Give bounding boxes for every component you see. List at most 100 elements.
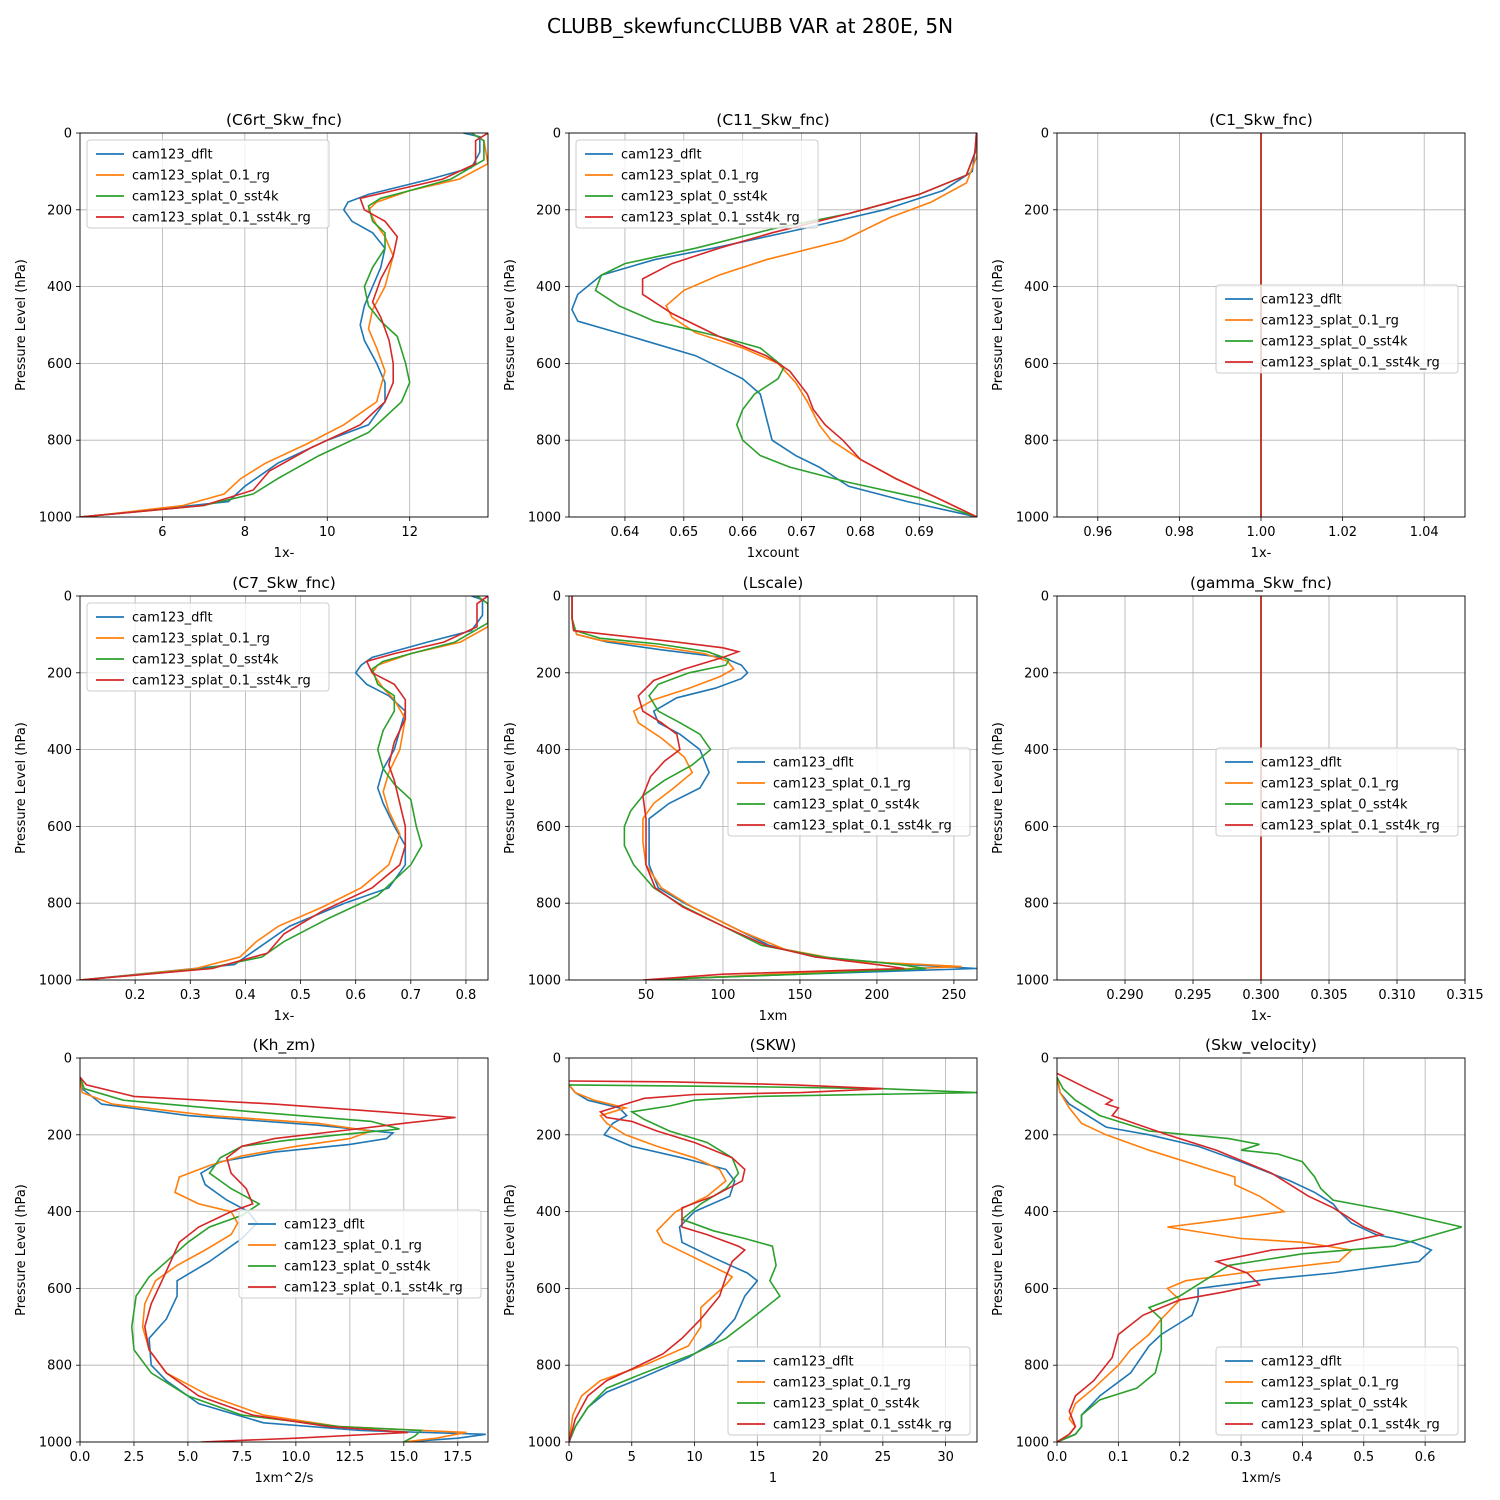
series-line-cam123_splat_0.1_sst4k_rg	[80, 1076, 456, 1442]
x-tick-label: 2.5	[124, 1450, 145, 1465]
x-tick-label: 0.310	[1378, 988, 1415, 1003]
legend-label: cam123_splat_0_sst4k	[284, 1260, 431, 1275]
series-line-cam123_splat_0_sst4k	[1057, 1076, 1463, 1442]
axes-frame	[1056, 1057, 1466, 1443]
y-tick-label: 600	[536, 1282, 561, 1297]
x-tick-label: 0.0	[70, 1450, 91, 1465]
subplot-2: 0.64 0.65 0.66 0.67 0.68 0.69 0 200 400 600 800 100…	[503, 111, 978, 561]
x-tick-label: 0.3	[1231, 1450, 1252, 1465]
y-tick-label: 1000	[39, 511, 72, 526]
y-tick-label: 800	[536, 434, 561, 449]
x-tick-label: 0.7	[400, 988, 421, 1003]
subplot-1: 6 8 10 12 0 200 400 600 800 1000 (C6rt_Skw_fnc) 1x-…	[14, 111, 489, 561]
y-tick-label: 1000	[1016, 974, 1049, 989]
x-tick-label: 0.4	[1292, 1450, 1313, 1465]
x-tick-label: 250	[941, 988, 966, 1003]
x-axis-label: 1x-	[274, 1009, 295, 1024]
y-tick-label: 0	[64, 127, 72, 142]
y-tick-label: 600	[1024, 820, 1049, 835]
x-axis-label: 1xcount	[747, 546, 799, 561]
series-line-cam123_dflt	[571, 133, 977, 517]
legend-label: cam123_dflt	[1261, 293, 1342, 308]
y-tick-label: 1000	[528, 511, 561, 526]
series-line-cam123_splat_0.1_sst4k_rg	[80, 133, 488, 517]
y-tick-label: 400	[536, 280, 561, 295]
legend-label: cam123_splat_0_sst4k	[132, 190, 279, 205]
legend-label: cam123_splat_0.1_sst4k_rg	[1261, 356, 1440, 371]
y-tick-label: 1000	[39, 974, 72, 989]
x-tick-label: 5.0	[178, 1450, 199, 1465]
legend-label: cam123_splat_0.1_sst4k_rg	[132, 211, 311, 226]
legend-label: cam123_dflt	[284, 1218, 365, 1233]
y-tick-label: 400	[47, 280, 72, 295]
legend-label: cam123_splat_0.1_rg	[773, 777, 911, 792]
x-tick-label: 0.66	[728, 525, 757, 540]
legend-label: cam123_splat_0.1_rg	[132, 169, 270, 184]
x-tick-label: 0.6	[1415, 1450, 1436, 1465]
subplot-7: 0.0 2.5 5.0 7.5 10.0 12.5 15.0 17.5 0 200 400 600 80…	[14, 1036, 489, 1486]
x-tick-label: 0.67	[787, 525, 816, 540]
y-tick-label: 800	[1024, 434, 1049, 449]
legend-label: cam123_dflt	[773, 756, 854, 771]
legend-label: cam123_splat_0.1_rg	[621, 169, 759, 184]
subplot-title: (Skw_velocity)	[1205, 1036, 1317, 1055]
legend-box	[575, 139, 819, 229]
legend-label: cam123_splat_0.1_sst4k_rg	[1261, 819, 1440, 834]
legend-box	[727, 1346, 971, 1436]
y-tick-label: 200	[1024, 203, 1049, 218]
y-tick-label: 0	[1041, 1052, 1049, 1067]
legend: cam123_dflt cam123_splat_0.1_rg cam123_spl…	[1215, 1346, 1459, 1436]
x-tick-label: 0.290	[1106, 988, 1143, 1003]
x-tick-label: 0.315	[1446, 988, 1483, 1003]
x-tick-label: 0.98	[1165, 525, 1194, 540]
x-axis-label: 1xm	[759, 1009, 788, 1024]
y-axis-label: Pressure Level (hPa)	[503, 259, 518, 391]
y-tick-label: 400	[1024, 743, 1049, 758]
subplot-9: 0.0 0.1 0.2 0.3 0.4 0.5 0.6 0 200 400 600 800 1000 (S…	[991, 1036, 1466, 1486]
x-tick-label: 0.295	[1174, 988, 1211, 1003]
legend: cam123_dflt cam123_splat_0.1_rg cam123_spl…	[727, 1346, 971, 1436]
x-tick-label: 15.0	[389, 1450, 418, 1465]
y-axis-label: Pressure Level (hPa)	[14, 722, 29, 854]
legend-label: cam123_splat_0.1_rg	[284, 1239, 422, 1254]
x-axis-label: 1x-	[1251, 1009, 1272, 1024]
y-axis-label: Pressure Level (hPa)	[991, 1184, 1006, 1316]
series-line-cam123_splat_0_sst4k	[80, 596, 488, 980]
axes-frame	[1056, 595, 1466, 981]
subplot-title: (C7_Skw_fnc)	[232, 574, 336, 593]
legend-label: cam123_dflt	[1261, 1355, 1342, 1370]
y-tick-label: 800	[1024, 1359, 1049, 1374]
x-tick-label: 0.96	[1083, 525, 1112, 540]
y-tick-label: 200	[536, 203, 561, 218]
x-tick-label: 0.68	[846, 525, 875, 540]
y-tick-label: 400	[536, 743, 561, 758]
legend: cam123_dflt cam123_splat_0.1_rg cam123_spl…	[575, 139, 819, 229]
legend-label: cam123_splat_0.1_rg	[132, 632, 270, 647]
figure-title: CLUBB_skewfuncCLUBB VAR at 280E, 5N	[546, 14, 954, 38]
axes-frame	[568, 595, 978, 981]
x-tick-label: 1.02	[1328, 525, 1357, 540]
x-tick-label: 200	[865, 988, 890, 1003]
y-tick-label: 0	[553, 590, 561, 605]
legend-box	[238, 1209, 482, 1299]
legend-label: cam123_splat_0_sst4k	[773, 798, 920, 813]
y-tick-label: 400	[536, 1205, 561, 1220]
subplot-title: (Kh_zm)	[252, 1036, 315, 1055]
y-tick-label: 0	[553, 1052, 561, 1067]
legend-label: cam123_splat_0.1_sst4k_rg	[621, 211, 800, 226]
y-tick-label: 1000	[1016, 1436, 1049, 1451]
x-tick-label: 17.5	[443, 1450, 472, 1465]
y-tick-label: 1000	[39, 1436, 72, 1451]
y-axis-label: Pressure Level (hPa)	[991, 259, 1006, 391]
y-tick-label: 600	[536, 820, 561, 835]
y-axis-label: Pressure Level (hPa)	[503, 722, 518, 854]
x-tick-label: 30	[937, 1450, 954, 1465]
x-axis-label: 1x-	[274, 546, 295, 561]
y-tick-label: 600	[47, 1282, 72, 1297]
legend: cam123_dflt cam123_splat_0.1_rg cam123_spl…	[727, 747, 971, 837]
subplot-title: (C11_Skw_fnc)	[716, 111, 829, 130]
subplot-3: 0.96 0.98 1.00 1.02 1.04 0 200 400 600 800 1000 (C1…	[991, 111, 1466, 561]
x-tick-label: 15	[749, 1450, 766, 1465]
y-tick-label: 600	[1024, 1282, 1049, 1297]
legend-label: cam123_dflt	[1261, 756, 1342, 771]
